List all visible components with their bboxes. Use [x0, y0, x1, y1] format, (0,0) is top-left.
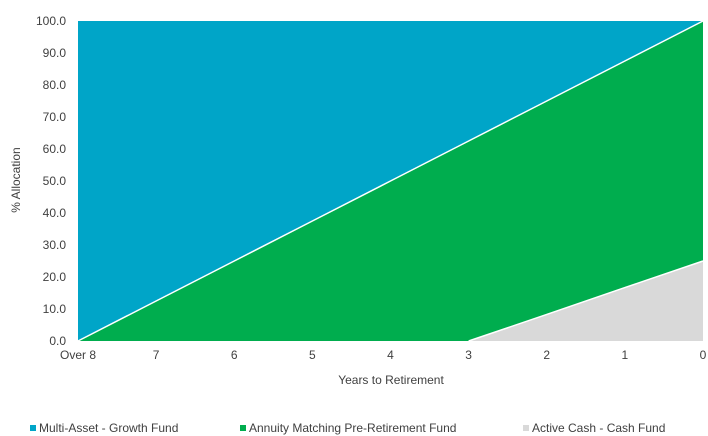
legend-label-multi-asset: Multi-Asset - Growth Fund [39, 421, 179, 435]
x-tick-label: Over 8 [60, 348, 96, 362]
area-active-cash-cash-fund [78, 261, 703, 341]
y-tick-label: 80.0 [43, 78, 67, 92]
legend-swatch-multi-asset [30, 424, 36, 431]
y-tick-label: 40.0 [43, 206, 67, 220]
stacked-area-chart: 0.0 10.0 20.0 30.0 40.0 50.0 60.0 70.0 80.0 90.0 1… [9, 14, 707, 387]
x-tick-label: 5 [309, 348, 316, 362]
y-axis-title: % Allocation [9, 147, 23, 212]
legend-label-active-cash: Active Cash - Cash Fund [532, 421, 666, 435]
x-tick-label: 3 [465, 348, 472, 362]
x-tick-label: 7 [153, 348, 160, 362]
x-tick-label: 0 [700, 348, 707, 362]
x-tick-label: 2 [543, 348, 550, 362]
x-axis-ticks: Over 8 7 6 5 4 3 2 1 0 [60, 348, 707, 362]
legend-item-multi-asset: Multi-Asset - Growth Fund [30, 420, 178, 436]
y-tick-label: 0.0 [49, 334, 66, 348]
y-tick-label: 20.0 [43, 270, 67, 284]
boundary-line [77, 20, 704, 342]
x-tick-label: 1 [622, 348, 629, 362]
y-tick-label: 30.0 [43, 238, 67, 252]
x-tick-label: 4 [387, 348, 394, 362]
y-tick-label: 60.0 [43, 142, 67, 156]
legend-swatch-annuity [240, 424, 246, 431]
x-axis-title: Years to Retirement [338, 373, 444, 387]
y-tick-label: 50.0 [43, 174, 67, 188]
y-tick-label: 10.0 [43, 302, 67, 316]
y-tick-label: 90.0 [43, 46, 67, 60]
legend-item-active-cash: Active Cash - Cash Fund [523, 420, 665, 436]
legend-swatch-active-cash [523, 424, 529, 431]
boundary-line [468, 260, 704, 342]
y-tick-label: 70.0 [43, 110, 67, 124]
legend-item-annuity: Annuity Matching Pre-Retirement Fund [240, 420, 456, 436]
y-axis-ticks: 0.0 10.0 20.0 30.0 40.0 50.0 60.0 70.0 80.0 90.0 1… [36, 14, 66, 348]
area-series-group [77, 20, 704, 342]
chart-legend: Multi-Asset - Growth Fund Annuity Matchi… [0, 420, 708, 436]
legend-label-annuity: Annuity Matching Pre-Retirement Fund [249, 421, 457, 435]
y-tick-label: 100.0 [36, 14, 66, 28]
x-tick-label: 6 [231, 348, 238, 362]
